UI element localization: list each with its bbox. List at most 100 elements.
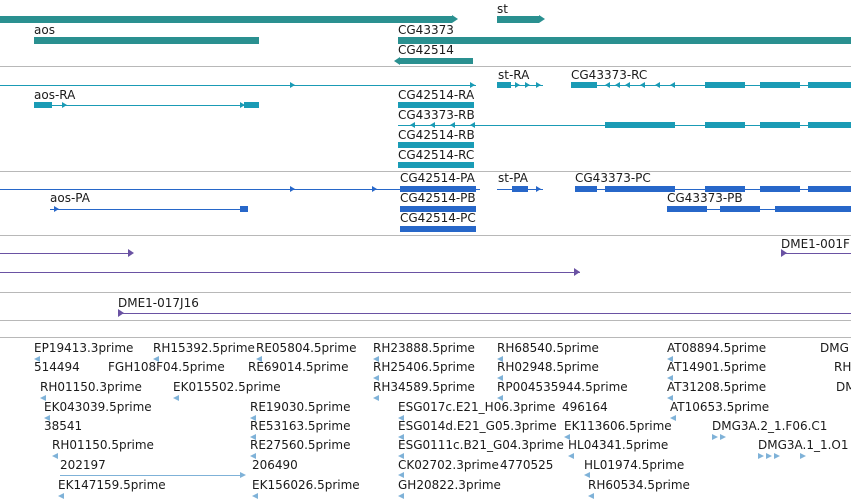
- est-label[interactable]: HL01974.5prime: [584, 458, 685, 472]
- est-feature[interactable]: [564, 434, 570, 440]
- protein-label-cg42514-pb[interactable]: CG42514-PB: [400, 191, 476, 205]
- est-label[interactable]: RH25406.5prime: [373, 360, 475, 374]
- est-feature[interactable]: [40, 395, 46, 401]
- est-label[interactable]: RH02948.5prime: [497, 360, 599, 374]
- transcript-label-cg42514-ra[interactable]: CG42514-RA: [398, 88, 475, 102]
- est-label[interactable]: RE05804.5prime: [256, 341, 357, 355]
- transcript-label-cg42514-rc[interactable]: CG42514-RC: [398, 148, 475, 162]
- protein-aos-pa-line[interactable]: [50, 209, 248, 210]
- est-label[interactable]: EK147159.5prime: [58, 478, 166, 492]
- est-feature[interactable]: [758, 453, 764, 459]
- est-label[interactable]: ESG017c.E21_H06.3prime: [398, 400, 556, 414]
- est-feature[interactable]: [373, 395, 379, 401]
- est-feature[interactable]: [250, 453, 256, 459]
- est-label[interactable]: AT08894.5prime: [667, 341, 767, 355]
- transcript-label-cg43373-rb[interactable]: CG43373-RB: [398, 108, 475, 122]
- protein-label-cg42514-pa[interactable]: CG42514-PA: [400, 171, 475, 185]
- est-label[interactable]: RH01150.5prime: [52, 438, 154, 452]
- gene-label-cg42514[interactable]: CG42514: [398, 43, 454, 57]
- est-label[interactable]: RH: [834, 360, 851, 374]
- est-feature[interactable]: [398, 493, 404, 499]
- est-label[interactable]: DMG: [820, 341, 849, 355]
- est-feature[interactable]: [240, 472, 246, 478]
- est-feature[interactable]: [398, 472, 404, 478]
- gene-label-cg43373[interactable]: CG43373: [398, 23, 454, 37]
- est-label[interactable]: HL04341.5prime: [568, 438, 669, 452]
- est-feature[interactable]: [568, 453, 574, 459]
- est-feature[interactable]: [720, 434, 726, 440]
- transcript-line-long[interactable]: [0, 85, 476, 86]
- est-feature[interactable]: [373, 356, 379, 362]
- est-label[interactable]: RE27560.5prime: [250, 438, 351, 452]
- est-feature[interactable]: [588, 493, 594, 499]
- protein-line-long[interactable]: [0, 189, 480, 190]
- transcript-label-cg42514-rb[interactable]: CG42514-RB: [398, 128, 475, 142]
- est-label[interactable]: RE69014.5prime: [248, 360, 349, 374]
- est-feature[interactable]: [774, 453, 780, 459]
- protein-label-cg42514-pc[interactable]: CG42514-PC: [400, 211, 476, 225]
- est-label[interactable]: EP19413.3prime: [34, 341, 134, 355]
- est-feature[interactable]: [497, 356, 503, 362]
- est-label[interactable]: 4770525: [500, 458, 554, 472]
- est-label[interactable]: EK043039.5prime: [44, 400, 152, 414]
- clone-label-dme1-017j16[interactable]: DME1-017J16: [118, 296, 199, 310]
- est-label[interactable]: RE53163.5prime: [250, 419, 351, 433]
- est-feature[interactable]: [766, 453, 772, 459]
- est-feature[interactable]: [800, 453, 806, 459]
- est-feature[interactable]: [250, 434, 256, 440]
- est-feature[interactable]: [667, 356, 673, 362]
- protein-label-st-pa[interactable]: st-PA: [498, 171, 528, 185]
- est-feature[interactable]: [58, 493, 64, 499]
- transcript-label-st-ra[interactable]: st-RA: [498, 68, 530, 82]
- est-feature[interactable]: [398, 434, 404, 440]
- est-feature[interactable]: [398, 415, 404, 421]
- gene-bar-aos[interactable]: [34, 37, 259, 44]
- est-feature-line[interactable]: [60, 475, 244, 476]
- est-label[interactable]: 496164: [562, 400, 608, 414]
- est-label[interactable]: ESG0111c.B21_G04.3prime: [398, 438, 564, 452]
- est-label[interactable]: EK113606.5prime: [564, 419, 672, 433]
- clone-line[interactable]: [0, 272, 580, 273]
- gene-bar-left[interactable]: [0, 16, 452, 23]
- est-feature[interactable]: [398, 453, 404, 459]
- gene-label-aos[interactable]: aos: [34, 23, 55, 37]
- est-feature[interactable]: [44, 415, 50, 421]
- est-feature[interactable]: [497, 395, 503, 401]
- est-label[interactable]: RH23888.5prime: [373, 341, 475, 355]
- est-label[interactable]: 202197: [60, 458, 106, 472]
- est-label[interactable]: RH34589.5prime: [373, 380, 475, 394]
- est-label[interactable]: 38541: [44, 419, 83, 433]
- est-label[interactable]: RH68540.5prime: [497, 341, 599, 355]
- gene-bar-st[interactable]: [497, 16, 539, 23]
- est-label[interactable]: CK02702.3prime: [398, 458, 499, 472]
- est-feature[interactable]: [250, 415, 256, 421]
- transcript-label-cg43373-rc[interactable]: CG43373-RC: [571, 68, 648, 82]
- est-feature[interactable]: [497, 375, 503, 381]
- est-label[interactable]: AT14901.5prime: [667, 360, 767, 374]
- est-label[interactable]: GH20822.3prime: [398, 478, 501, 492]
- est-label[interactable]: DMG3A.2_1.F06.C1: [712, 419, 828, 433]
- est-feature[interactable]: [670, 415, 676, 421]
- est-label[interactable]: RP004535944.5prime: [497, 380, 628, 394]
- est-label[interactable]: RE19030.5prime: [250, 400, 351, 414]
- est-feature[interactable]: [256, 356, 262, 362]
- protein-label-cg43373-pb[interactable]: CG43373-PB: [667, 191, 743, 205]
- est-feature[interactable]: [173, 395, 179, 401]
- est-feature[interactable]: [712, 434, 718, 440]
- clone-dme1-001-line[interactable]: [781, 253, 851, 254]
- transcript-st-ra-line[interactable]: [497, 85, 543, 86]
- gene-bar-cg42514[interactable]: [400, 58, 473, 64]
- gene-bar-cg43373[interactable]: [398, 37, 851, 44]
- est-label[interactable]: RH01150.3prime: [40, 380, 142, 394]
- est-label[interactable]: AT10653.5prime: [670, 400, 770, 414]
- protein-label-cg43373-pc[interactable]: CG43373-PC: [575, 171, 651, 185]
- transcript-aos-ra-line[interactable]: [34, 105, 259, 106]
- est-feature[interactable]: [584, 472, 590, 478]
- gene-label-st[interactable]: st: [497, 2, 508, 16]
- est-label[interactable]: 206490: [252, 458, 298, 472]
- est-label[interactable]: 514494: [34, 360, 80, 374]
- protein-label-aos-pa[interactable]: aos-PA: [50, 191, 90, 205]
- est-feature[interactable]: [52, 453, 58, 459]
- transcript-label-aos-ra[interactable]: aos-RA: [34, 88, 76, 102]
- clone-dme1-017j16-line[interactable]: [118, 313, 851, 314]
